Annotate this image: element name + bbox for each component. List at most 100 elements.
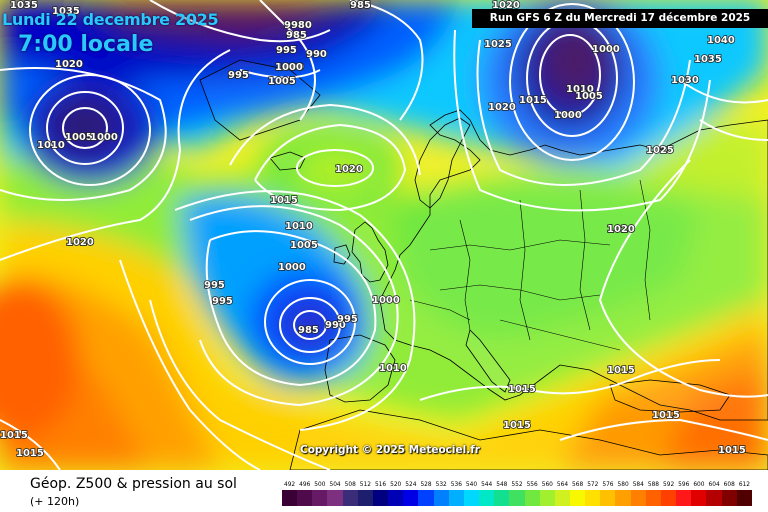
scale-label: 596	[678, 480, 690, 488]
isobar-label: 1015	[519, 95, 547, 106]
scale-swatch	[569, 490, 586, 506]
isobar-label: 1025	[646, 145, 674, 156]
isobar-label: 1005	[575, 91, 603, 102]
isobar-label: 1015	[503, 420, 531, 431]
scale-label: 524	[405, 480, 417, 488]
isobar-label: 1010	[37, 140, 65, 151]
isobar-label: 985	[350, 0, 371, 11]
scale-label: 528	[420, 480, 432, 488]
scale-swatch	[403, 490, 419, 506]
isobar-label: 1015	[508, 384, 536, 395]
scale-label: 608	[723, 480, 735, 488]
isobar-label: 995	[276, 45, 297, 56]
isobar-label: 1010	[285, 221, 313, 232]
isobar-label: 1020	[335, 164, 363, 175]
scale-label: 500	[314, 480, 326, 488]
scale-swatch	[418, 490, 434, 506]
scale-swatch	[388, 490, 404, 506]
scale-swatch	[630, 490, 646, 506]
isobar-label: 1030	[671, 75, 699, 86]
isobars	[0, 0, 768, 470]
scale-label: 512	[359, 480, 371, 488]
scale-label: 504	[329, 480, 341, 488]
isobar-label: 985	[286, 30, 307, 41]
isobar-label: 1020	[66, 237, 94, 248]
isobar-label: 1000	[372, 295, 400, 306]
scale-swatch	[357, 490, 373, 506]
scale-swatch	[463, 490, 480, 506]
isobar-label: 1000	[592, 44, 620, 55]
isobar-label: 1005	[290, 240, 318, 251]
isobar-label: 1005	[268, 76, 296, 87]
scale-swatch	[554, 490, 570, 506]
scale-label: 580	[617, 480, 629, 488]
scale-label: 612	[738, 480, 750, 488]
model-run-info: Run GFS 6 Z du Mercredi 17 décembre 2025	[472, 9, 768, 28]
z500-field	[0, 0, 768, 470]
scale-label: 560	[541, 480, 553, 488]
isobar-label: 995	[228, 70, 249, 81]
isobar-label: 995	[337, 314, 358, 325]
scale-swatch	[448, 490, 464, 506]
isobar-label: 9980	[284, 20, 312, 31]
isobar-label: 990	[325, 320, 346, 331]
scale-label: 600	[693, 480, 705, 488]
isobar-label: 1020	[488, 102, 516, 113]
scale-swatch	[479, 490, 495, 506]
isobar-label: 990	[306, 49, 327, 60]
scale-swatch	[509, 490, 525, 506]
scale-swatch	[676, 490, 692, 506]
scale-label: 548	[496, 480, 508, 488]
scale-swatch	[585, 490, 601, 506]
scale-label: 576	[602, 480, 614, 488]
isobar-label: 1020	[607, 224, 635, 235]
scale-label: 544	[481, 480, 493, 488]
country-borders	[409, 179, 651, 351]
scale-label: 492	[283, 480, 296, 488]
scale-swatch	[660, 490, 677, 506]
isobar-label: 1015	[270, 195, 298, 206]
scale-swatch	[433, 490, 449, 506]
isobar-label: 985	[350, 0, 371, 11]
isobar-label: 1015	[652, 410, 680, 421]
isobar-label: 985	[298, 325, 319, 336]
scale-label: 572	[587, 480, 599, 488]
forecast-range: (+ 120h)	[30, 495, 80, 508]
forecast-date: Lundi 22 decembre 2025	[2, 10, 219, 29]
scale-swatch	[691, 490, 707, 506]
scale-swatch	[539, 490, 555, 506]
scale-label: 556	[526, 480, 538, 488]
scale-swatch	[312, 490, 328, 506]
isobar-label: 1000	[276, 62, 304, 73]
scale-label: 508	[344, 480, 356, 488]
isobar-label: 1000	[275, 62, 303, 73]
scale-swatch	[721, 490, 737, 506]
scale-swatch	[282, 490, 298, 506]
copyright-notice: Copyright © 2025 Meteociel.fr	[300, 444, 480, 456]
scale-label: 552	[511, 480, 523, 488]
weather-map-svg: 1035 1035 1020 1010 1005 1000 1020 995 1…	[0, 0, 768, 470]
isobar-label: 1020	[66, 237, 94, 248]
isobar-label: 995	[228, 70, 249, 81]
isobar-label: 1020	[55, 59, 83, 70]
isobar-label: 1000	[278, 262, 306, 273]
isobar-label: 1000	[90, 132, 118, 143]
isobar-label: 1010	[566, 84, 594, 95]
scale-label: 516	[374, 480, 387, 488]
scale-label: 532	[435, 480, 447, 488]
isobar-label: 1015	[607, 365, 635, 376]
isobar-label: 1015	[0, 430, 28, 441]
scale-label: 564	[556, 480, 569, 488]
isobar-label: 1040	[707, 35, 735, 46]
color-scale-bar	[282, 490, 752, 506]
isobar-label: 1035	[52, 6, 80, 17]
isobar-label: 1035	[694, 54, 722, 65]
forecast-time: 7:00 locale	[18, 32, 154, 57]
scale-label: 592	[663, 480, 675, 488]
color-scale-labels: 492 496 500 504 508 512 516 520 524 528 532 536 540 5…	[282, 480, 752, 489]
scale-label: 584	[632, 480, 644, 488]
scale-swatch	[372, 490, 389, 506]
isobar-label: 1020	[607, 224, 635, 235]
isobar-label: 1035	[10, 0, 38, 11]
isobar-label: 1015	[718, 445, 746, 456]
